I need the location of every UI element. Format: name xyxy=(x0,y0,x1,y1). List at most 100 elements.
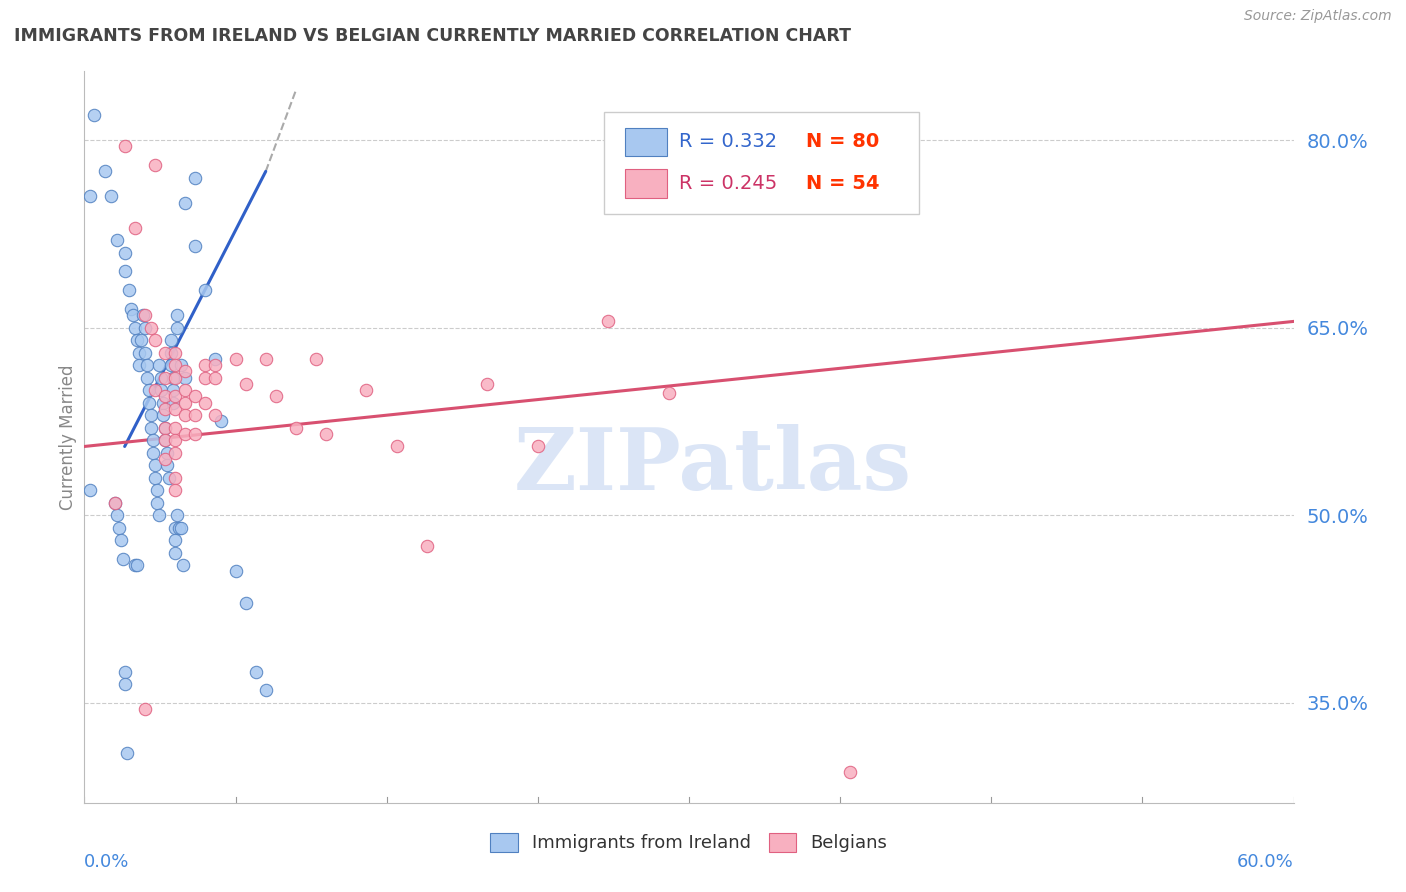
Point xyxy=(527,440,550,454)
Point xyxy=(142,434,165,448)
Point xyxy=(149,370,172,384)
Point xyxy=(153,370,176,384)
Text: IMMIGRANTS FROM IRELAND VS BELGIAN CURRENTLY MARRIED CORRELATION CHART: IMMIGRANTS FROM IRELAND VS BELGIAN CURRE… xyxy=(14,27,851,45)
Point xyxy=(100,189,122,203)
Point xyxy=(156,446,179,460)
Point xyxy=(93,164,115,178)
Point xyxy=(125,333,148,347)
Point xyxy=(135,358,157,372)
Point xyxy=(138,395,160,409)
Point xyxy=(165,434,187,448)
Text: 60.0%: 60.0% xyxy=(1237,853,1294,871)
Point xyxy=(194,283,217,297)
Point xyxy=(184,170,207,185)
Point xyxy=(162,395,184,409)
Point xyxy=(139,420,162,434)
Point xyxy=(79,189,101,203)
Point xyxy=(235,596,257,610)
Text: Source: ZipAtlas.com: Source: ZipAtlas.com xyxy=(1244,9,1392,23)
Point xyxy=(194,395,217,409)
Point xyxy=(118,283,141,297)
Point xyxy=(162,370,184,384)
Point xyxy=(138,383,160,397)
Text: R = 0.332: R = 0.332 xyxy=(679,132,778,152)
Point xyxy=(165,420,187,434)
Point xyxy=(209,414,232,428)
Point xyxy=(184,389,207,403)
Point xyxy=(184,408,207,422)
Point xyxy=(204,370,226,384)
Point xyxy=(152,395,174,409)
Point xyxy=(143,471,166,485)
Point xyxy=(107,521,129,535)
Text: N = 80: N = 80 xyxy=(806,132,880,152)
Point xyxy=(235,376,257,391)
Point xyxy=(254,683,277,698)
Point xyxy=(129,333,152,347)
Point xyxy=(156,458,179,473)
Point xyxy=(114,677,136,691)
Point xyxy=(165,370,187,384)
Point xyxy=(174,426,197,441)
Text: R = 0.245: R = 0.245 xyxy=(679,174,778,194)
Point xyxy=(115,746,138,760)
Point xyxy=(142,446,165,460)
Point xyxy=(157,471,180,485)
Point xyxy=(165,533,187,548)
Point xyxy=(104,496,127,510)
Point xyxy=(111,552,134,566)
Point xyxy=(167,521,190,535)
Point xyxy=(264,389,287,403)
Point xyxy=(143,458,166,473)
Point xyxy=(121,308,143,322)
Point xyxy=(105,233,128,247)
Point xyxy=(305,351,328,366)
Point xyxy=(153,420,176,434)
Point xyxy=(149,383,172,397)
Point xyxy=(184,426,207,441)
Point xyxy=(143,383,166,397)
Point xyxy=(153,401,176,416)
Point xyxy=(194,358,217,372)
Point xyxy=(124,558,146,573)
Point xyxy=(114,264,136,278)
Point xyxy=(143,158,166,172)
Point xyxy=(174,408,197,422)
Point xyxy=(166,308,188,322)
Point xyxy=(174,364,197,378)
Point xyxy=(153,420,176,434)
Point xyxy=(165,358,187,372)
Point xyxy=(162,383,184,397)
Point xyxy=(110,533,132,548)
Text: ZIPatlas: ZIPatlas xyxy=(515,425,912,508)
Point xyxy=(416,540,439,554)
Point xyxy=(134,345,156,359)
Point xyxy=(124,320,146,334)
Point xyxy=(477,376,499,391)
Point xyxy=(165,345,187,359)
Point xyxy=(148,508,170,523)
Point xyxy=(134,702,156,716)
Point xyxy=(160,345,183,359)
Point xyxy=(658,385,681,400)
Point xyxy=(79,483,101,498)
Point xyxy=(125,558,148,573)
Point xyxy=(165,401,187,416)
Point xyxy=(174,395,197,409)
Point xyxy=(153,434,176,448)
Point xyxy=(134,320,156,334)
Text: N = 54: N = 54 xyxy=(806,174,880,194)
Point xyxy=(132,308,155,322)
Point xyxy=(104,496,127,510)
Point xyxy=(166,508,188,523)
Point xyxy=(172,558,194,573)
Point xyxy=(146,483,169,498)
Point xyxy=(146,496,169,510)
Point xyxy=(153,345,176,359)
Legend: Immigrants from Ireland, Belgians: Immigrants from Ireland, Belgians xyxy=(484,826,894,860)
Text: 0.0%: 0.0% xyxy=(84,853,129,871)
Point xyxy=(174,383,197,397)
Point xyxy=(165,521,187,535)
Point xyxy=(120,301,142,316)
Point xyxy=(356,383,378,397)
